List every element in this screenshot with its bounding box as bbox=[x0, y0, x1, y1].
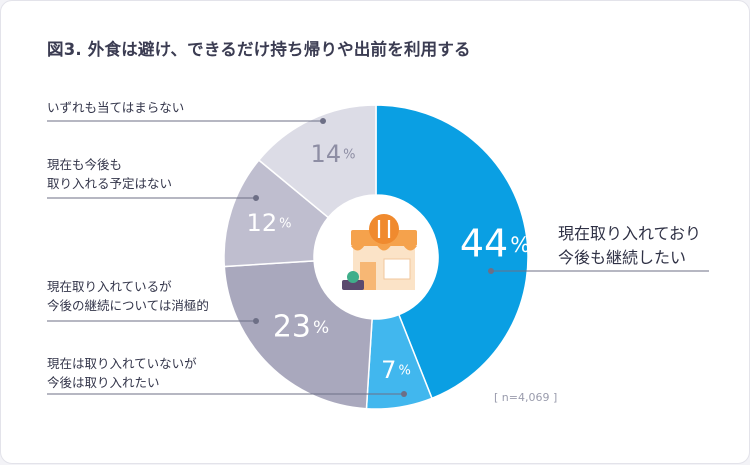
slice-none bbox=[257, 104, 377, 219]
slice-label-none: いずれも当てはまらない bbox=[47, 100, 185, 115]
slice-continue bbox=[375, 104, 529, 400]
pct-label-no-plan: 12% bbox=[247, 209, 292, 237]
leader-dot-none bbox=[320, 118, 326, 124]
slice-label-continue: 現在取り入れており 今後も継続したい bbox=[558, 224, 702, 267]
slice-label-negative: 現在取り入れているが 今後の継続については消極的 bbox=[47, 279, 209, 313]
restaurant-storefront-icon bbox=[342, 214, 417, 290]
leader-dot-negative bbox=[253, 318, 259, 324]
leader-dot-want bbox=[401, 391, 407, 397]
slice-negative bbox=[223, 260, 373, 410]
slice-label-want: 現在は取り入れていないが 今後は取り入れたい bbox=[47, 356, 197, 390]
leader-dot-no-plan bbox=[253, 195, 259, 201]
sample-size-note: [ n=4,069 ] bbox=[494, 391, 558, 404]
slice-label-no-plan: 現在も今後も 取り入れる予定はない bbox=[47, 157, 173, 191]
pct-label-want: 7% bbox=[381, 356, 411, 384]
pct-label-negative: 23% bbox=[273, 310, 329, 345]
pct-label-continue: 44% bbox=[460, 222, 530, 266]
chart-title: 図3. 外食は避け、できるだけ持ち帰りや出前を利用する bbox=[47, 40, 471, 59]
leader-dot-continue bbox=[488, 268, 494, 274]
pct-label-none: 14% bbox=[311, 140, 356, 168]
